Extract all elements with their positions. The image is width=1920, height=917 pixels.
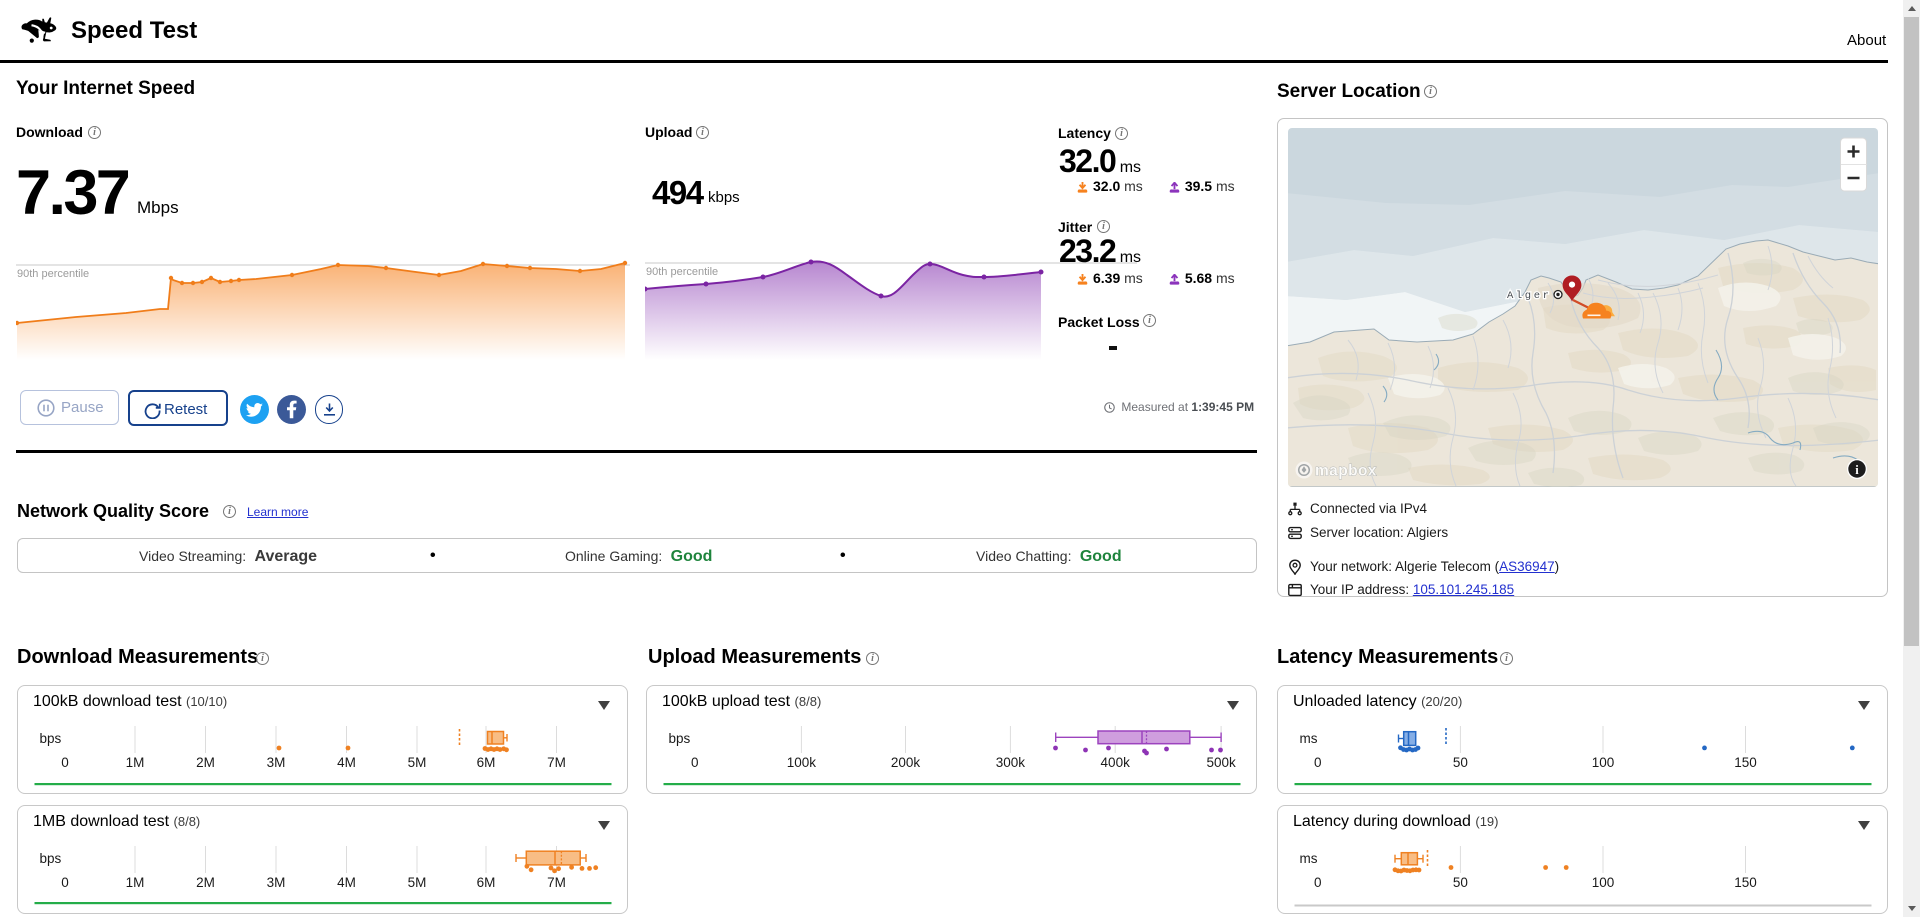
- svg-text:0: 0: [691, 755, 699, 770]
- svg-text:500k: 500k: [1206, 755, 1236, 770]
- svg-text:1M: 1M: [126, 875, 145, 890]
- svg-text:ms: ms: [1300, 731, 1318, 746]
- svg-text:100: 100: [1592, 875, 1615, 890]
- svg-text:2M: 2M: [196, 755, 215, 770]
- svg-text:300k: 300k: [996, 755, 1026, 770]
- svg-text:4M: 4M: [337, 755, 356, 770]
- svg-text:200k: 200k: [891, 755, 921, 770]
- svg-text:3M: 3M: [267, 875, 286, 890]
- svg-text:bps: bps: [40, 851, 62, 866]
- svg-text:90th percentile: 90th percentile: [646, 266, 718, 278]
- svg-text:100k: 100k: [787, 755, 817, 770]
- svg-text:150: 150: [1734, 755, 1757, 770]
- svg-text:4M: 4M: [337, 875, 356, 890]
- svg-text:0: 0: [1314, 875, 1322, 890]
- svg-text:Alger: Alger: [1507, 290, 1552, 302]
- svg-text:1M: 1M: [126, 755, 145, 770]
- svg-text:50: 50: [1453, 875, 1468, 890]
- svg-text:6M: 6M: [477, 755, 496, 770]
- svg-text:6M: 6M: [477, 875, 496, 890]
- svg-text:i: i: [1855, 463, 1859, 477]
- svg-text:0: 0: [61, 875, 69, 890]
- svg-text:ms: ms: [1300, 851, 1318, 866]
- svg-text:5M: 5M: [408, 755, 427, 770]
- svg-text:2M: 2M: [196, 875, 215, 890]
- svg-text:100: 100: [1592, 755, 1615, 770]
- svg-text:3M: 3M: [267, 755, 286, 770]
- svg-text:7M: 7M: [547, 875, 566, 890]
- svg-text:mapbox: mapbox: [1315, 463, 1377, 480]
- svg-text:50: 50: [1453, 755, 1468, 770]
- svg-text:400k: 400k: [1101, 755, 1131, 770]
- svg-text:0: 0: [1314, 755, 1322, 770]
- svg-text:7M: 7M: [547, 755, 566, 770]
- svg-text:bps: bps: [669, 731, 691, 746]
- svg-text:5M: 5M: [408, 875, 427, 890]
- svg-text:0: 0: [61, 755, 69, 770]
- svg-text:90th percentile: 90th percentile: [17, 268, 89, 280]
- svg-text:150: 150: [1734, 875, 1757, 890]
- svg-text:bps: bps: [40, 731, 62, 746]
